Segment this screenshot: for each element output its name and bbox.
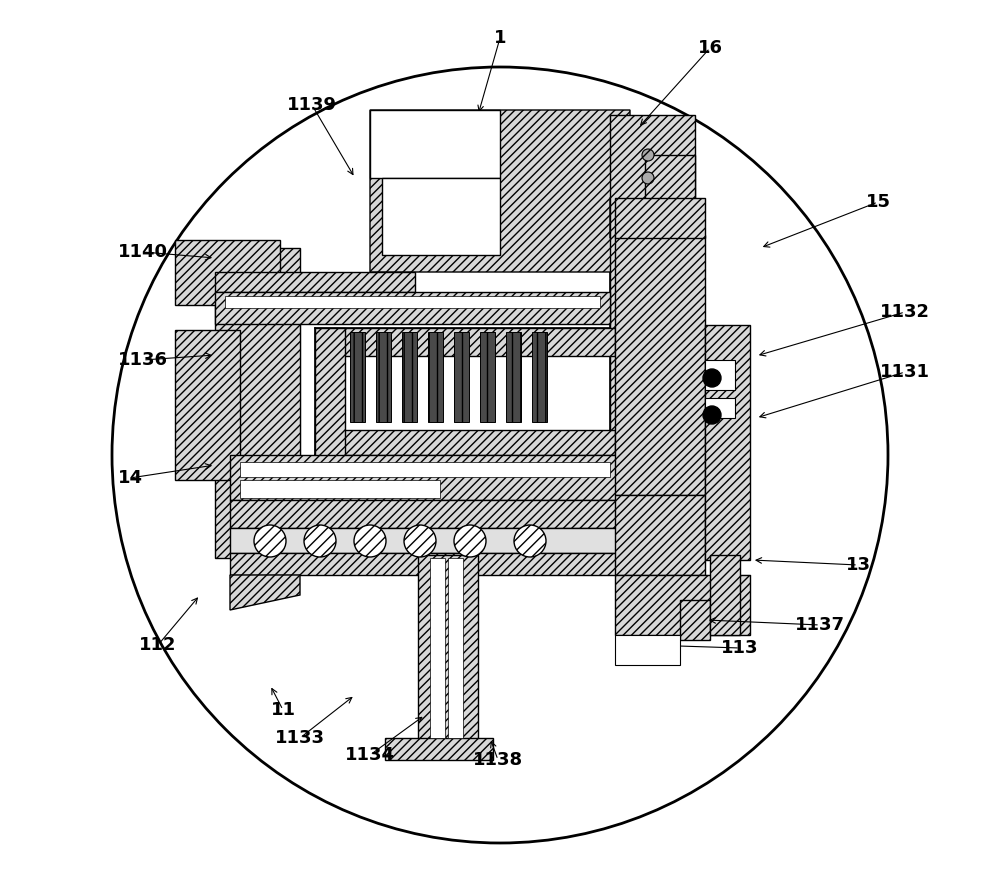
Circle shape [703,369,721,387]
Bar [175,330,240,480]
Bar [350,332,365,422]
Bar [230,528,620,553]
Bar [610,115,695,495]
Text: 11: 11 [271,701,296,719]
Text: 112: 112 [139,636,177,654]
Text: 1131: 1131 [880,363,930,381]
Polygon shape [382,178,500,255]
Bar [428,332,443,422]
Bar [680,600,710,640]
Bar [705,360,735,390]
Text: 113: 113 [721,639,759,657]
Text: 1136: 1136 [118,351,168,369]
Bar [615,575,750,635]
Circle shape [642,149,654,161]
Circle shape [254,525,286,557]
Bar [532,332,547,422]
Bar [376,332,391,422]
Text: 13: 13 [846,556,870,574]
Circle shape [112,67,888,843]
Bar [480,332,495,422]
Bar [615,198,705,238]
Bar [402,332,417,422]
Bar [385,738,493,760]
Bar [175,240,280,305]
Bar [230,500,620,528]
Text: 16: 16 [698,39,722,57]
Circle shape [454,525,486,557]
Bar [645,155,695,245]
Bar [615,635,680,665]
Bar [506,332,521,422]
Bar [315,430,615,455]
Bar [710,555,740,635]
Bar [705,398,735,418]
Bar [215,248,300,558]
Bar [705,325,750,560]
Text: 1140: 1140 [118,243,168,261]
Bar [615,495,705,575]
Text: 1132: 1132 [880,303,930,321]
Circle shape [404,525,436,557]
Text: 1137: 1137 [795,616,845,634]
Polygon shape [370,110,645,272]
Circle shape [304,525,336,557]
Bar [225,296,600,308]
Bar [240,480,440,498]
Bar [615,235,705,495]
Bar [230,455,620,500]
Text: 1139: 1139 [287,96,337,114]
Circle shape [514,525,546,557]
Circle shape [703,406,721,424]
Bar [418,555,478,740]
Bar [448,558,463,738]
Bar [240,462,610,477]
Circle shape [354,525,386,557]
Bar [315,328,615,356]
Circle shape [642,172,654,184]
Text: 1133: 1133 [275,729,325,747]
Text: 1: 1 [494,29,506,47]
Bar [215,292,610,324]
Text: 1134: 1134 [345,746,395,764]
Bar [215,272,415,292]
Bar [430,558,445,738]
Text: 1138: 1138 [473,751,523,769]
Bar [230,553,620,575]
Bar [454,332,469,422]
Text: 15: 15 [866,193,891,211]
Polygon shape [370,110,500,178]
Text: 14: 14 [118,469,143,487]
Bar [315,328,345,458]
Polygon shape [230,575,300,610]
